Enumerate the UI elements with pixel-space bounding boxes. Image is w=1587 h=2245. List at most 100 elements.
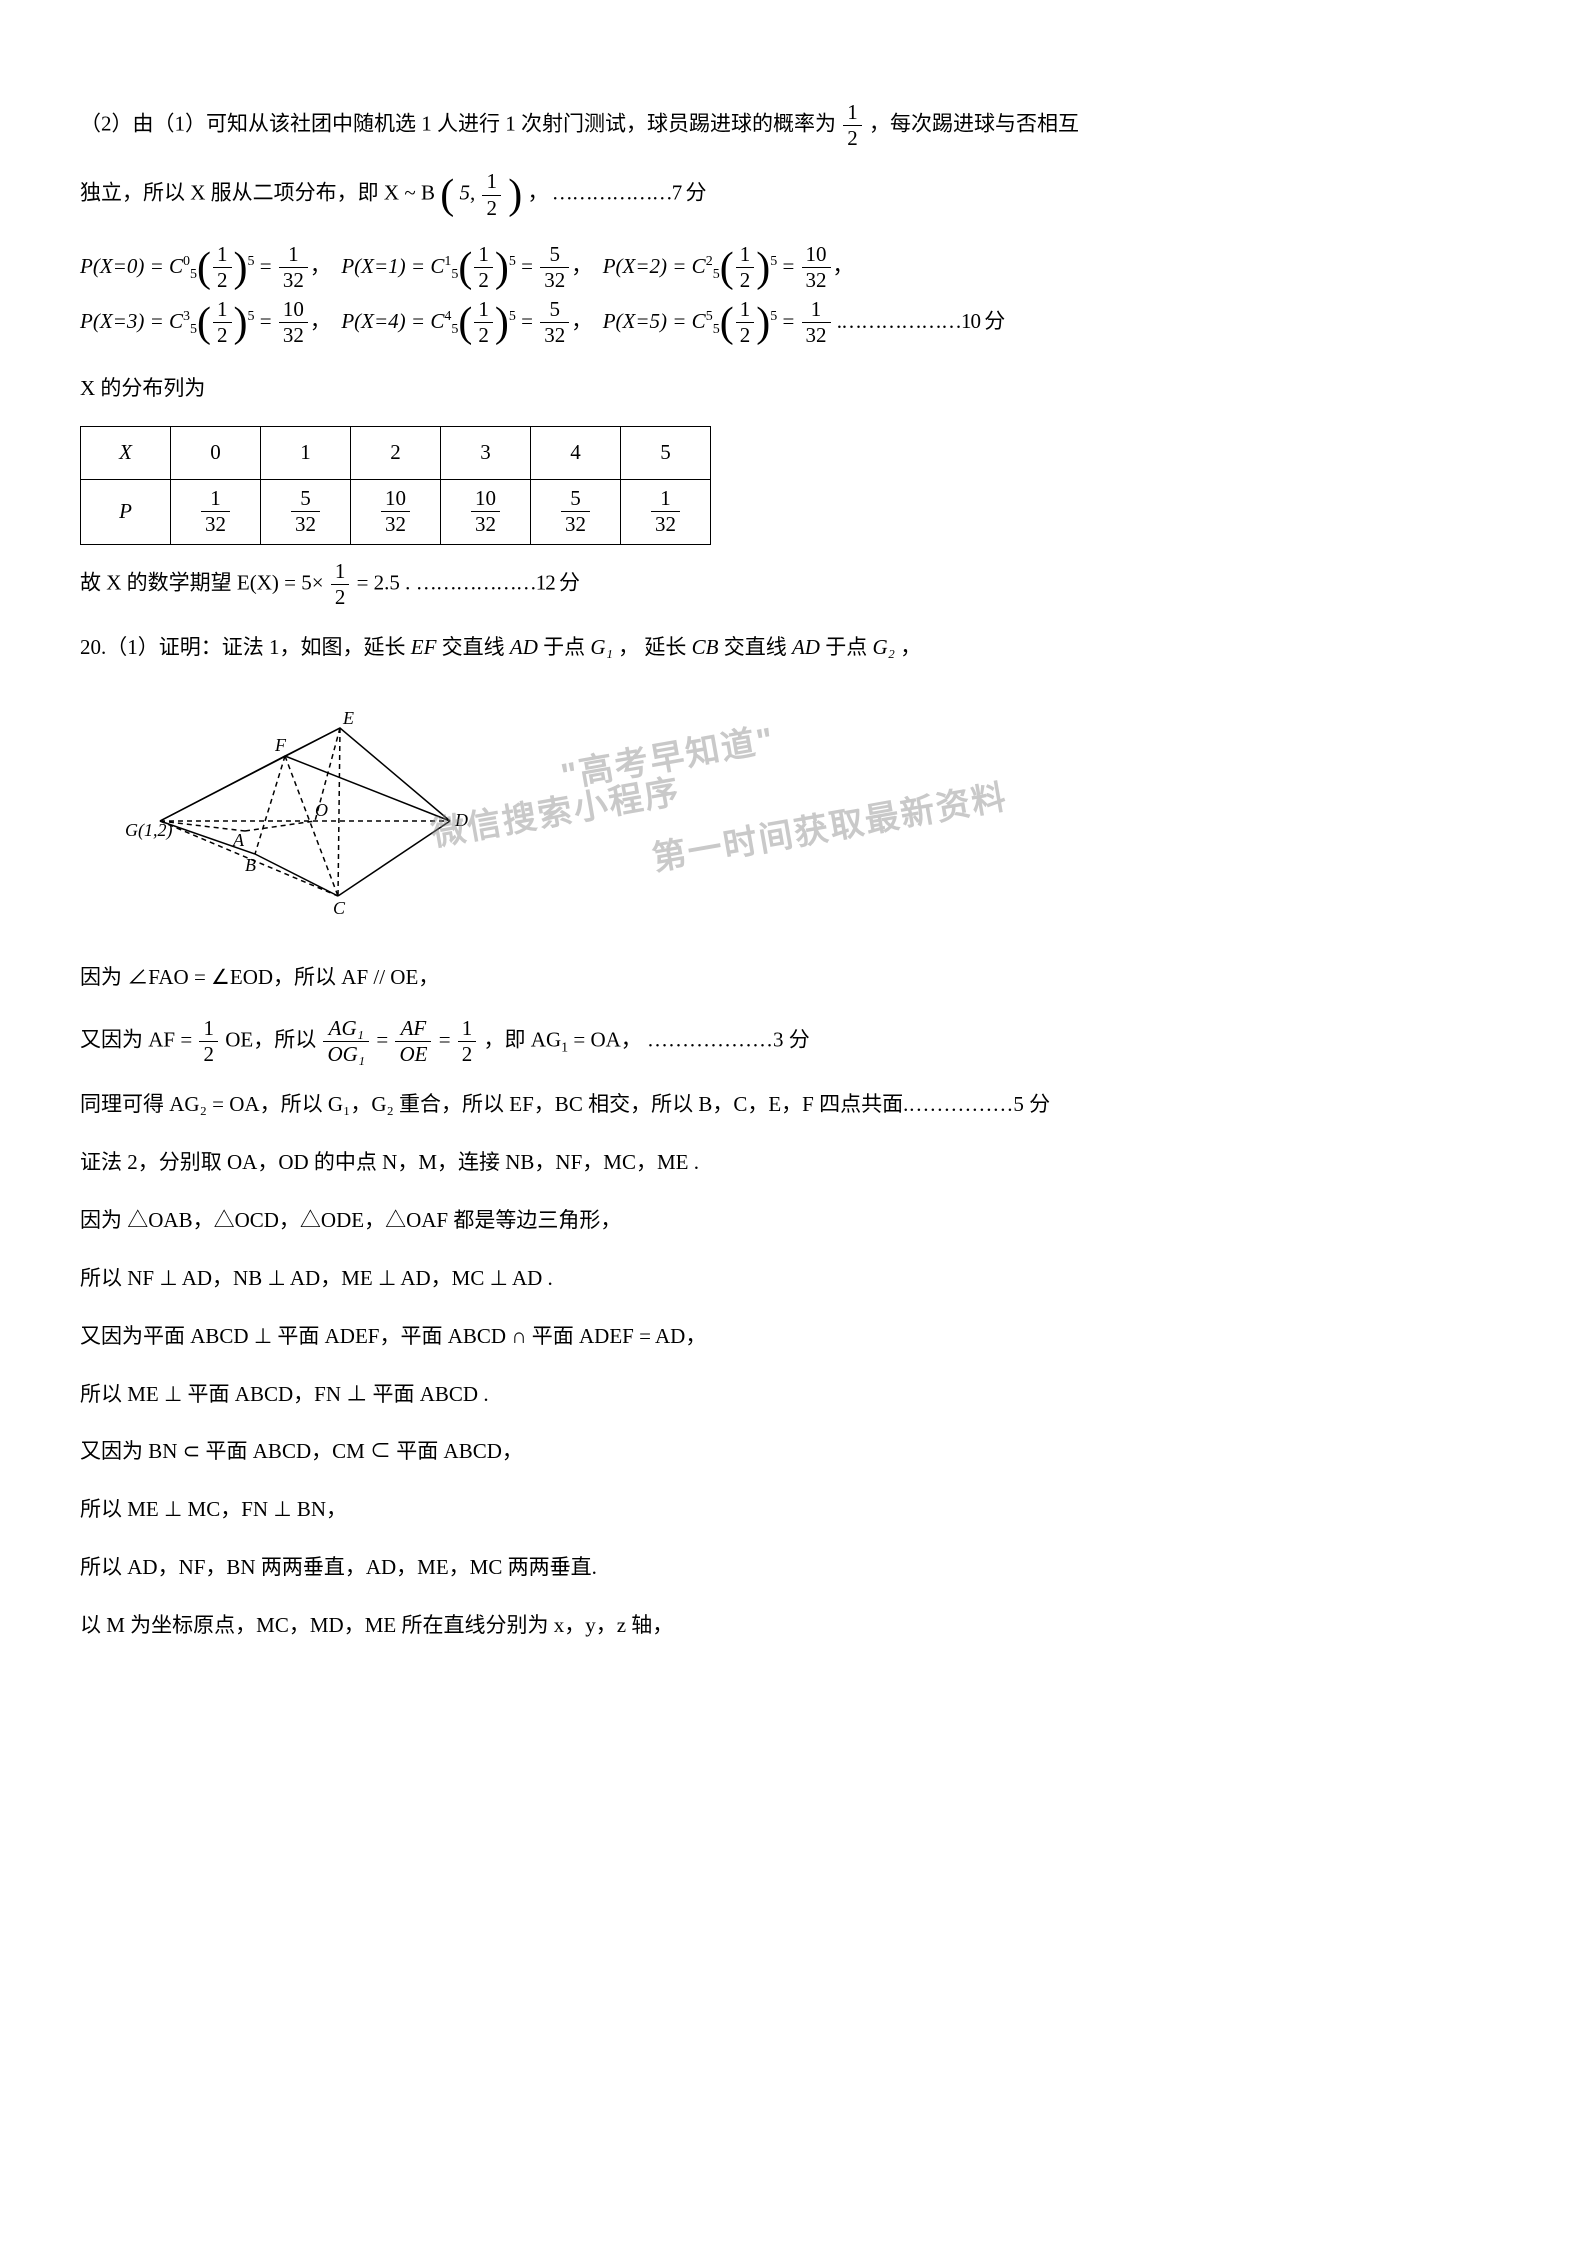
paragraph-binomial: 独立，所以 X 服从二项分布，即 X ~ B ( 5, 1 2 ) ， …………… xyxy=(80,169,1507,220)
cell: 1032 xyxy=(441,480,531,544)
comma: ， xyxy=(618,635,639,659)
proof-line-af: 又因为 AF = 1 2 OE，所以 AG₁ OG₁ = AF OE = 1 2… xyxy=(80,1016,1507,1067)
x-label-cell: X xyxy=(81,427,171,480)
label-O: O xyxy=(315,800,328,820)
fraction-half: 1 2 xyxy=(199,1016,218,1067)
proof-line: 所以 ME ⊥ 平面 ABCD，FN ⊥ 平面 ABCD . xyxy=(80,1375,1507,1415)
proof-line: 证法 2，分别取 OA，OD 的中点 N，M，连接 NB，NF，MC，ME . xyxy=(80,1143,1507,1183)
edge-dashed xyxy=(338,728,340,896)
edge-dashed xyxy=(285,756,338,896)
cell: 5 xyxy=(621,427,711,480)
text: ，每次踢进球与否相互 xyxy=(869,112,1079,136)
fraction-ag-og: AG₁ OG₁ xyxy=(323,1016,369,1067)
proof-line: 又因为 BN ⊂ 平面 ABCD，CM ⊂ 平面 ABCD， xyxy=(80,1432,1507,1472)
denominator: 2 xyxy=(331,585,350,610)
table-row-x: X 0 1 2 3 4 5 xyxy=(81,427,711,480)
edge-dashed xyxy=(255,756,285,854)
fraction-half: 1 2 xyxy=(482,169,501,220)
edge-dashed xyxy=(245,821,315,831)
label-G: G(1,2) xyxy=(125,820,173,841)
numerator: 1 xyxy=(843,100,862,126)
numerator: AF xyxy=(395,1016,431,1042)
label-D: D xyxy=(454,810,468,830)
numerator: AG₁ xyxy=(323,1016,369,1042)
text: （2）由（1）可知从该社团中随机选 1 人进行 1 次射门测试，球员踢进球的概率… xyxy=(80,112,836,136)
cell: 532 xyxy=(531,480,621,544)
prob-term: P(X=5) = C xyxy=(603,309,706,333)
prob-term: P(X=2) = C xyxy=(603,254,706,278)
diagram-svg: E F A B C D O G(1,2) xyxy=(120,686,760,926)
geometry-diagram: E F A B C D O G(1,2) "高考早知道" 微信搜索小程序 第一时… xyxy=(120,686,1507,940)
prob-term: P(X=0) = C xyxy=(80,254,183,278)
left-paren: ( xyxy=(440,174,454,216)
prob-term: P(X=3) = C xyxy=(80,309,183,333)
denominator: 2 xyxy=(482,196,501,221)
proof-line: 因为 ∠FAO = ∠EOD，所以 AF // OE， xyxy=(80,958,1507,998)
fraction-af-oe: AF OE xyxy=(395,1016,431,1067)
label-E: E xyxy=(342,708,354,728)
ad: AD xyxy=(510,635,538,659)
numerator: 1 xyxy=(482,169,501,195)
text: 20.（1）证明：证法 1，如图，延长 xyxy=(80,635,406,659)
right-paren: ) xyxy=(508,174,522,216)
proof-line: 所以 ME ⊥ MC，FN ⊥ BN， xyxy=(80,1490,1507,1530)
text: 故 X 的数学期望 E(X) = 5× xyxy=(80,570,324,594)
dots-score: .………………10 分 xyxy=(833,309,1005,333)
cell: 1 xyxy=(261,427,351,480)
denominator: OE xyxy=(395,1042,431,1067)
cb: CB xyxy=(692,635,719,659)
proof-line: 又因为平面 ABCD ⊥ 平面 ADEF，平面 ABCD ∩ 平面 ADEF =… xyxy=(80,1317,1507,1357)
cell: 3 xyxy=(441,427,531,480)
denominator: 2 xyxy=(458,1042,477,1067)
numerator: 1 xyxy=(331,559,350,585)
numerator: 1 xyxy=(199,1016,218,1042)
edge xyxy=(160,756,450,821)
cell: 4 xyxy=(531,427,621,480)
ef: EF xyxy=(411,635,437,659)
cell: 532 xyxy=(261,480,351,544)
label-C: C xyxy=(333,898,346,918)
proof-line: 以 M 为坐标原点，MC，MD，ME 所在直线分别为 x，y，z 轴， xyxy=(80,1606,1507,1646)
text: 交直线 xyxy=(442,635,505,659)
edge xyxy=(285,728,340,756)
fraction-half: 1 2 xyxy=(458,1016,477,1067)
text: ，即 AG xyxy=(484,1027,562,1051)
proof-line: 所以 AD，NF，BN 两两垂直，AD，ME，MC 两两垂直. xyxy=(80,1548,1507,1588)
proof-line: 同理可得 AG₂ = OA，所以 G₁，G₂ 重合，所以 EF，BC 相交，所以… xyxy=(80,1085,1507,1125)
edge xyxy=(255,854,338,896)
prob-term: P(X=1) = C xyxy=(341,254,444,278)
dots-score: ………………12 分 xyxy=(416,570,579,594)
table-row-p: P 13253210321032532132 xyxy=(81,480,711,544)
text: 于点 xyxy=(825,635,867,659)
text: OE，所以 xyxy=(225,1027,316,1051)
proof-line: 因为 △OAB，△OCD，△ODE，△OAF 都是等边三角形， xyxy=(80,1201,1507,1241)
text: 独立，所以 X 服从二项分布，即 X ~ B xyxy=(80,181,435,205)
cell: 0 xyxy=(171,427,261,480)
text: = OA， ………………3 分 xyxy=(573,1027,809,1051)
ad: AD xyxy=(792,635,820,659)
g2: G₂ xyxy=(872,635,894,659)
text: 交直线 xyxy=(724,635,787,659)
denominator: 2 xyxy=(199,1042,218,1067)
expectation-line: 故 X 的数学期望 E(X) = 5× 1 2 = 2.5 . ………………12… xyxy=(80,559,1507,610)
text: 延长 xyxy=(644,635,686,659)
edge xyxy=(338,821,450,896)
numerator: 1 xyxy=(458,1016,477,1042)
binom-n: 5 xyxy=(459,181,470,205)
cell: 132 xyxy=(171,480,261,544)
p-label-cell: P xyxy=(81,480,171,544)
text: 于点 xyxy=(543,635,585,659)
g1: G₁ xyxy=(590,635,612,659)
dots-score: ， ………………7 分 xyxy=(527,181,705,205)
proof-line: 所以 NF ⊥ AD，NB ⊥ AD，ME ⊥ AD，MC ⊥ AD . xyxy=(80,1259,1507,1299)
fraction-half: 1 2 xyxy=(331,559,350,610)
cell: 1032 xyxy=(351,480,441,544)
label-A: A xyxy=(232,830,245,850)
text: 又因为 AF = xyxy=(80,1027,197,1051)
q20-intro: 20.（1）证明：证法 1，如图，延长 EF 交直线 AD 于点 G₁ ， 延长… xyxy=(80,628,1507,668)
fraction-half: 1 2 xyxy=(843,100,862,151)
label-B: B xyxy=(245,855,256,875)
paragraph-intro: （2）由（1）可知从该社团中随机选 1 人进行 1 次射门测试，球员踢进球的概率… xyxy=(80,100,1507,151)
denominator: OG₁ xyxy=(323,1042,369,1067)
text: = 2.5 . xyxy=(357,570,411,594)
